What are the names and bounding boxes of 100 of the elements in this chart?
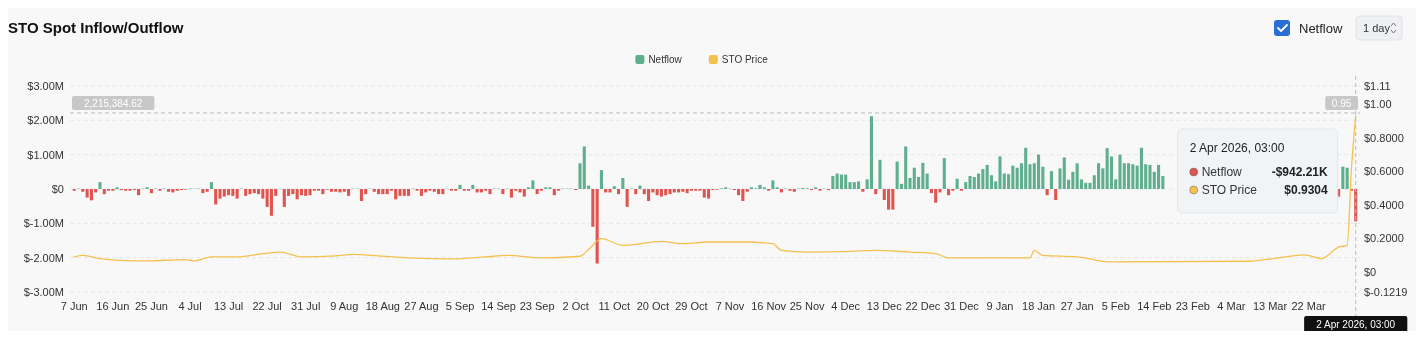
- y2-tick-label: $0.4000: [1364, 198, 1404, 211]
- x-tick-label: 9 Aug: [330, 300, 359, 312]
- bar: [227, 189, 231, 196]
- bar: [1045, 189, 1049, 196]
- bar: [745, 189, 749, 192]
- bar: [214, 189, 218, 205]
- x-tick-label: 4 Jul: [178, 300, 202, 312]
- chart-title: STO Spot Inflow/Outflow: [8, 19, 184, 36]
- x-tick-label: 4 Mar: [1217, 300, 1246, 312]
- bar: [377, 189, 381, 195]
- x-tick-label: 16 Nov: [751, 300, 787, 312]
- x-tick-label: 18 Aug: [365, 300, 400, 312]
- bar: [891, 189, 895, 210]
- bar: [681, 189, 685, 192]
- x-tick-label: 22 Jul: [252, 300, 282, 312]
- bar: [329, 189, 333, 192]
- line-series: [73, 115, 1357, 263]
- x-tick-label: 7 Jun: [60, 300, 88, 312]
- bar: [771, 180, 775, 189]
- bar: [1015, 167, 1019, 189]
- bar: [707, 189, 711, 199]
- x-tick-label: 5 Feb: [1101, 300, 1130, 312]
- bar: [934, 189, 938, 203]
- y-tick-label: $1.00M: [27, 148, 64, 161]
- bar: [299, 189, 303, 196]
- bar: [839, 174, 843, 189]
- bar: [419, 189, 423, 196]
- ref-line-label: 2 Apr 2026, 03:00: [1316, 319, 1396, 330]
- bar: [638, 185, 642, 189]
- bar: [1024, 147, 1028, 189]
- bar: [248, 189, 252, 195]
- bar: [235, 189, 239, 199]
- x-tick-label: 27 Jan: [1060, 300, 1094, 312]
- bar: [634, 189, 638, 195]
- y2-tick-label: $0.6000: [1364, 165, 1404, 178]
- bar: [458, 184, 462, 189]
- bar: [921, 162, 925, 189]
- y2-tick-label: $0: [1364, 265, 1377, 278]
- bar: [1071, 171, 1075, 189]
- bar: [664, 189, 668, 196]
- bar: [531, 180, 535, 189]
- bar: [895, 161, 899, 189]
- bar: [342, 189, 346, 192]
- bar: [407, 189, 411, 196]
- bar: [209, 182, 213, 189]
- y-tick-label: $-3.00M: [23, 286, 64, 298]
- bar: [291, 189, 295, 195]
- bar: [621, 178, 625, 189]
- bar: [205, 189, 209, 192]
- bar: [535, 189, 539, 195]
- y2-tick-label: $0.2000: [1364, 232, 1404, 245]
- bar: [1084, 182, 1088, 189]
- bar: [261, 189, 265, 199]
- x-tick-label: 18 Jan: [1022, 300, 1056, 312]
- bar: [137, 189, 141, 196]
- bar: [252, 189, 256, 194]
- bar: [942, 158, 946, 189]
- bar: [381, 189, 385, 195]
- x-tick-label: 25 Nov: [789, 300, 826, 312]
- bar: [792, 189, 796, 192]
- bar: [308, 189, 312, 196]
- y2-tick-label: $0.8000: [1364, 131, 1404, 144]
- bar: [359, 189, 363, 202]
- bar: [522, 189, 526, 197]
- x-tick-label: 4 Dec: [831, 300, 861, 312]
- bar: [509, 189, 513, 198]
- bar: [432, 189, 436, 192]
- bar: [1157, 164, 1161, 189]
- bar: [295, 189, 299, 200]
- bar: [1075, 163, 1079, 189]
- bar: [201, 189, 205, 194]
- bar: [617, 189, 621, 195]
- bar: [402, 189, 406, 196]
- bar: [347, 189, 351, 196]
- bar: [85, 189, 89, 198]
- bar: [985, 164, 989, 189]
- bar: [1131, 164, 1135, 189]
- bar: [282, 189, 286, 207]
- y-tick-label: $2.00M: [27, 114, 64, 127]
- bar: [904, 146, 908, 189]
- bar: [1118, 154, 1122, 189]
- bar: [998, 156, 1002, 189]
- x-tick-label: 2 Oct: [562, 300, 589, 312]
- text: Netflow: [1201, 165, 1242, 179]
- legend-label: STO Price: [1201, 183, 1258, 197]
- bar: [977, 173, 981, 189]
- bar: [685, 189, 689, 194]
- bar: [625, 189, 629, 207]
- bar: [167, 189, 171, 192]
- bar: [869, 116, 873, 189]
- x-tick-label: 22 Dec: [905, 300, 941, 312]
- bar: [655, 189, 659, 196]
- bar: [887, 189, 891, 210]
- bar: [947, 189, 951, 196]
- bar: [1127, 163, 1131, 189]
- x-tick-label: 5 Sep: [445, 300, 475, 312]
- bar: [599, 170, 603, 189]
- bar: [741, 189, 745, 202]
- bar: [398, 189, 402, 196]
- bar: [878, 159, 882, 189]
